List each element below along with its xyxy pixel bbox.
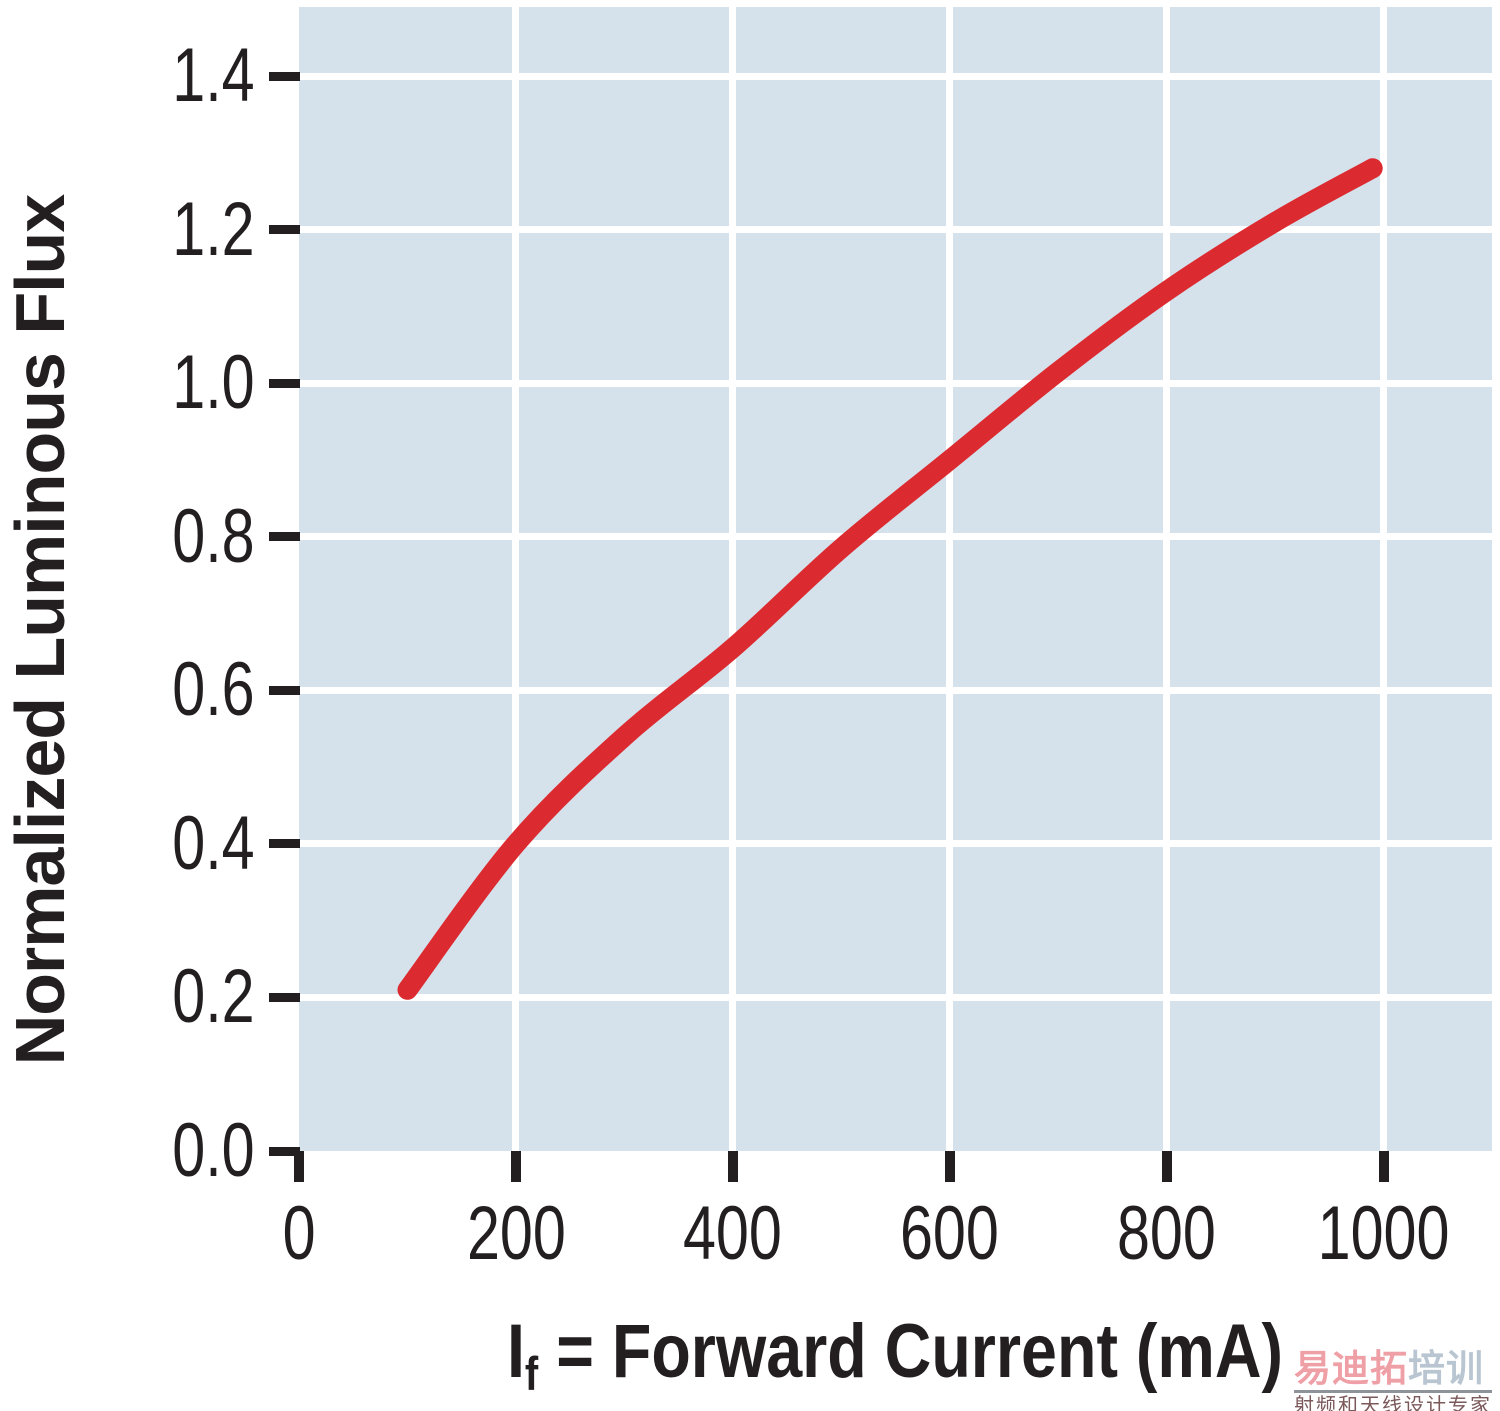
x-axis-tick [727, 1151, 738, 1182]
x-tick-label-text: 400 [683, 1191, 783, 1276]
y-tick-label-text: 0.6 [172, 647, 255, 733]
flux-curve-layer [397, 158, 1383, 1000]
y-gridline [299, 226, 1492, 234]
y-gridline [299, 379, 1492, 387]
y-gridline [299, 686, 1492, 694]
y-gridline [299, 840, 1492, 848]
y-tick-label-text: 1.4 [172, 33, 255, 119]
y-gridline [299, 72, 1492, 80]
x-axis-tick [1161, 1151, 1172, 1182]
watermark-title-part2: 培训 [1408, 1348, 1484, 1389]
x-tick-label-text: 1000 [1317, 1191, 1450, 1276]
y-axis-tick [269, 71, 300, 81]
x-gridline [512, 7, 520, 1151]
y-axis-tick [269, 685, 300, 695]
watermark-title-part1: 易迪拓 [1294, 1348, 1408, 1389]
y-tick-label: 1.2 [0, 186, 255, 272]
x-tick-label-text: 0 [282, 1191, 316, 1276]
y-axis-tick [269, 378, 300, 388]
y-axis-tick [269, 1146, 300, 1156]
y-tick-label: 1.4 [0, 38, 255, 114]
y-tick-label: 0.8 [0, 493, 255, 579]
x-tick-label: 0 [169, 1196, 429, 1272]
x-axis-tick [1378, 1151, 1389, 1182]
x-tick-label-text: 200 [466, 1191, 566, 1276]
x-axis-title-rest: = Forward Current (mA) [538, 1309, 1284, 1394]
y-tick-label-text: 0.8 [172, 493, 255, 579]
x-axis-title-subscript: f [524, 1347, 539, 1401]
x-tick-label-text: 800 [1117, 1191, 1217, 1276]
x-gridline [946, 7, 954, 1151]
y-axis-title: Normalized Luminous Flux [1, 194, 79, 1066]
watermark-title: 易迪拓培训 [1294, 1350, 1492, 1393]
x-axis-tick [944, 1151, 955, 1182]
x-tick-label: 600 [820, 1196, 1080, 1272]
y-axis-tick [269, 532, 300, 542]
y-tick-label-text: 1.0 [172, 340, 255, 426]
y-tick-label-text: 0.4 [172, 800, 255, 886]
x-tick-label: 800 [1037, 1196, 1297, 1272]
y-tick-label: 0.6 [0, 652, 255, 728]
y-tick-label: 0.2 [0, 959, 255, 1035]
y-gridline [299, 533, 1492, 541]
x-axis-title: If = Forward Current (mA) [385, 1308, 1405, 1401]
y-tick-label-text: 0.2 [172, 954, 255, 1040]
x-tick-label: 1000 [1254, 1196, 1500, 1272]
x-axis-tick [510, 1151, 521, 1182]
y-tick-label: 0.0 [0, 1113, 255, 1189]
x-axis-title-symbol: I [506, 1309, 525, 1394]
y-tick-label-text: 1.2 [172, 186, 255, 272]
watermark: 易迪拓培训 射频和天线设计专家 [1294, 1350, 1492, 1411]
plot-area [299, 7, 1492, 1151]
y-tick-label-text: 0.0 [172, 1108, 255, 1193]
x-gridline [729, 7, 737, 1151]
y-tick-label: 0.4 [0, 800, 255, 886]
y-axis-tick [269, 839, 300, 849]
y-tick-label: 1.0 [0, 345, 255, 421]
x-tick-label-text: 600 [900, 1191, 1000, 1276]
flux-curve [397, 158, 1383, 1000]
y-gridline [299, 993, 1492, 1001]
x-tick-label: 200 [386, 1196, 646, 1272]
x-tick-label: 400 [603, 1196, 863, 1272]
watermark-subtitle: 射频和天线设计专家 [1294, 1395, 1492, 1411]
y-axis-tick [269, 992, 300, 1002]
y-axis-tick [269, 225, 300, 235]
x-axis-tick [294, 1151, 304, 1182]
x-gridline [1163, 7, 1171, 1151]
x-gridline [1380, 7, 1388, 1151]
